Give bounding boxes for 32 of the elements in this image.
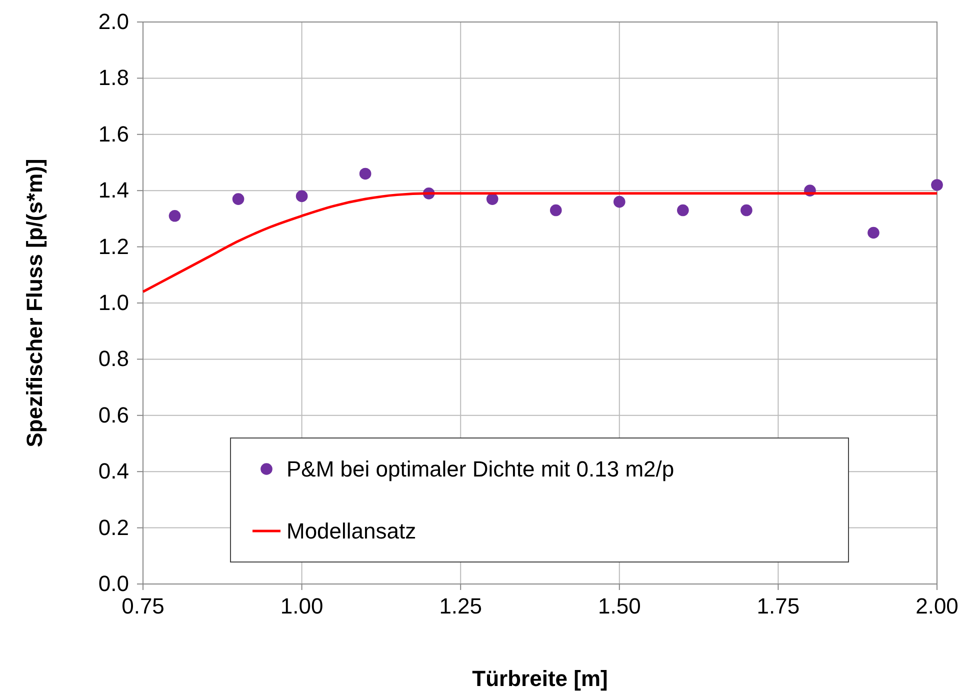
point: [550, 204, 562, 216]
point: [931, 179, 943, 191]
x-tick-label: 0.75: [122, 594, 164, 619]
y-tick-label: 0.2: [98, 514, 129, 540]
point: [613, 196, 626, 208]
point: [232, 193, 244, 205]
y-tick-label: 1.2: [98, 234, 129, 259]
y-tick-label: 0.0: [98, 571, 129, 596]
point: [740, 204, 752, 216]
legend-label: P&M bei optimaler Dichte mit 0.13 m2/p: [286, 456, 674, 482]
point: [359, 168, 372, 180]
y-tick-label: 0.8: [98, 346, 129, 372]
point: [677, 204, 689, 216]
point: [486, 193, 498, 205]
y-tick-label: 2.0: [98, 9, 129, 34]
x-tick-label: 2.00: [916, 594, 958, 619]
y-tick-label: 0.6: [98, 402, 129, 428]
x-tick-label: 1.00: [280, 594, 324, 619]
y-tick-label: 1.8: [98, 65, 129, 90]
point: [296, 190, 308, 202]
y-axis-title: Spezifischer Fluss [p/(s*m)]: [22, 158, 47, 448]
y-tick-label: 0.4: [98, 458, 129, 484]
y-tick-label: 1.0: [98, 290, 129, 316]
point: [868, 226, 880, 239]
x-tick-label: 1.25: [439, 594, 482, 619]
x-axis-title: Türbreite [m]: [472, 666, 608, 691]
legend-label: Modellansatz: [286, 518, 416, 544]
x-tick-label: 1.75: [756, 594, 800, 619]
x-tick-label: 1.50: [598, 594, 641, 619]
y-tick-label: 1.6: [98, 121, 129, 146]
y-tick-label: 1.4: [98, 178, 129, 203]
point: [168, 210, 181, 222]
